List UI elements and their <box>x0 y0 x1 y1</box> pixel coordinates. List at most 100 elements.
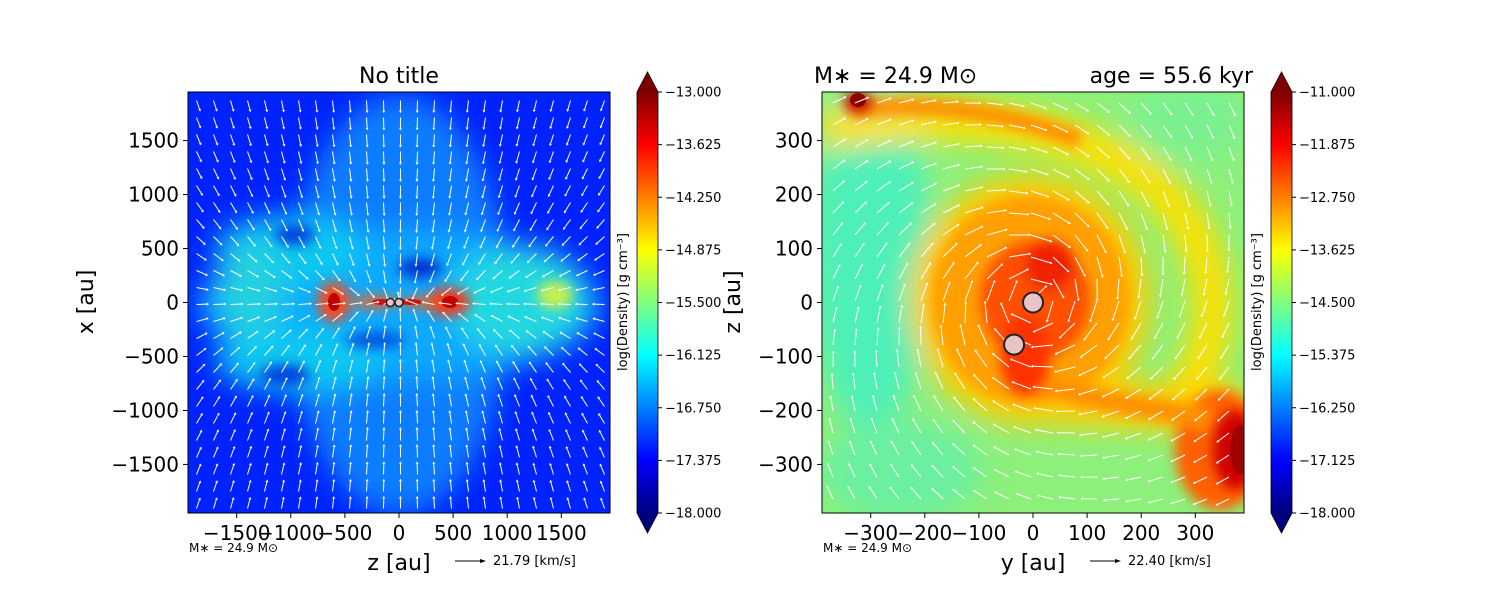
velocity-arrow-head <box>266 428 270 432</box>
velocity-arrow-head <box>1221 335 1225 339</box>
velocity-arrow <box>829 420 834 434</box>
velocity-arrow <box>213 253 223 261</box>
velocity-arrow <box>1060 475 1076 478</box>
velocity-arrow <box>942 283 950 302</box>
colorbar-tick-label: −11.000 <box>1299 86 1355 101</box>
density-map-right <box>822 92 1244 513</box>
velocity-arrow-head <box>1204 271 1208 275</box>
velocity-arrow-head <box>1217 418 1220 422</box>
velocity-arrow-head <box>427 310 430 314</box>
velocity-arrow <box>230 236 238 245</box>
velocity-arrow <box>1181 278 1186 295</box>
velocity-arrow <box>474 303 486 305</box>
velocity-arrow-head <box>581 176 585 180</box>
velocity-arrow-head <box>565 143 569 146</box>
velocity-arrow <box>332 446 335 458</box>
velocity-arrow <box>578 270 588 276</box>
velocity-arrow <box>1126 410 1142 419</box>
velocity-arrow <box>517 498 520 509</box>
velocity-arrow-head <box>563 210 567 214</box>
velocity-arrow-head <box>241 302 244 306</box>
velocity-arrow-head <box>598 413 601 416</box>
velocity-arrow <box>533 499 537 509</box>
velocity-arrow <box>1118 102 1130 113</box>
velocity-arrow <box>514 396 520 407</box>
velocity-arrow-head <box>532 496 536 500</box>
velocity-arrow <box>332 134 335 145</box>
velocity-arrow <box>461 270 469 280</box>
velocity-arrow <box>1118 146 1130 159</box>
velocity-arrow-head <box>382 376 386 379</box>
velocity-arrow <box>412 287 418 298</box>
velocity-arrow <box>876 202 889 214</box>
velocity-arrow <box>213 482 217 492</box>
velocity-arrow <box>919 328 922 346</box>
velocity-arrow <box>1035 407 1054 412</box>
velocity-arrow <box>598 398 605 407</box>
velocity-arrow-head <box>398 444 402 447</box>
velocity-arrow-head <box>903 283 906 287</box>
velocity-arrow-head <box>234 210 237 214</box>
velocity-arrow-head <box>431 230 435 233</box>
velocity-arrow <box>449 185 452 197</box>
velocity-arrow-head <box>582 159 586 163</box>
velocity-arrow-head <box>482 127 486 130</box>
velocity-arrow-head <box>1123 250 1126 254</box>
velocity-arrow <box>597 381 605 390</box>
velocity-arrow-head <box>1015 492 1019 496</box>
velocity-arrow-head <box>462 343 466 347</box>
velocity-arrow <box>581 202 588 212</box>
velocity-arrow <box>498 202 503 214</box>
velocity-arrow-head <box>598 429 602 433</box>
velocity-arrow <box>247 380 254 390</box>
velocity-arrow-head <box>448 144 452 148</box>
velocity-arrow <box>1138 278 1142 297</box>
velocity-arrow-head <box>462 262 465 266</box>
velocity-arrow-head <box>1086 200 1090 204</box>
velocity-arrow <box>281 498 284 509</box>
velocity-arrow-head <box>1067 221 1071 225</box>
velocity-arrow-head <box>341 292 344 295</box>
velocity-arrow-head <box>365 179 369 182</box>
velocity-arrow-head <box>218 226 222 230</box>
velocity-arrow <box>854 160 867 170</box>
velocity-arrow <box>549 448 554 458</box>
velocity-arrow-head <box>349 444 353 447</box>
velocity-arrow <box>876 265 885 280</box>
velocity-arrow <box>281 185 286 196</box>
velocity-arrow-head <box>911 119 915 123</box>
velocity-arrow-head <box>515 126 519 130</box>
velocity-arrow <box>479 345 486 356</box>
velocity-arrow <box>264 379 271 390</box>
velocity-arrow <box>1217 454 1230 463</box>
velocity-arrow <box>264 464 268 475</box>
velocity-arrow-head <box>562 226 566 230</box>
velocity-arrow <box>1162 124 1172 137</box>
velocity-arrow <box>264 331 274 339</box>
velocity-arrow-head <box>334 246 338 250</box>
velocity-arrow <box>1194 498 1208 505</box>
velocity-arrow-head <box>300 393 304 397</box>
velocity-arrow <box>447 344 452 356</box>
velocity-arrow <box>499 464 503 475</box>
velocity-arrow-head <box>283 428 286 431</box>
velocity-arrow <box>550 134 554 144</box>
velocity-arrow <box>281 464 285 475</box>
velocity-arrow <box>1034 386 1054 390</box>
velocity-arrow <box>247 482 251 492</box>
velocity-arrow-head <box>869 440 873 444</box>
velocity-arrow <box>281 287 293 292</box>
velocity-arrow-head <box>265 462 269 466</box>
velocity-arrow-head <box>1100 274 1104 278</box>
velocity-arrow-head <box>531 177 535 181</box>
velocity-arrow-head <box>478 262 481 265</box>
velocity-arrow <box>1036 429 1054 434</box>
velocity-arrow-head <box>1086 108 1090 112</box>
velocity-arrow-head <box>456 291 460 295</box>
velocity-arrow <box>366 301 378 305</box>
velocity-arrow <box>416 185 418 197</box>
velocity-arrow <box>443 313 452 322</box>
velocity-arrow-head <box>415 478 419 482</box>
velocity-arrow <box>349 270 356 281</box>
velocity-arrow <box>298 464 302 475</box>
